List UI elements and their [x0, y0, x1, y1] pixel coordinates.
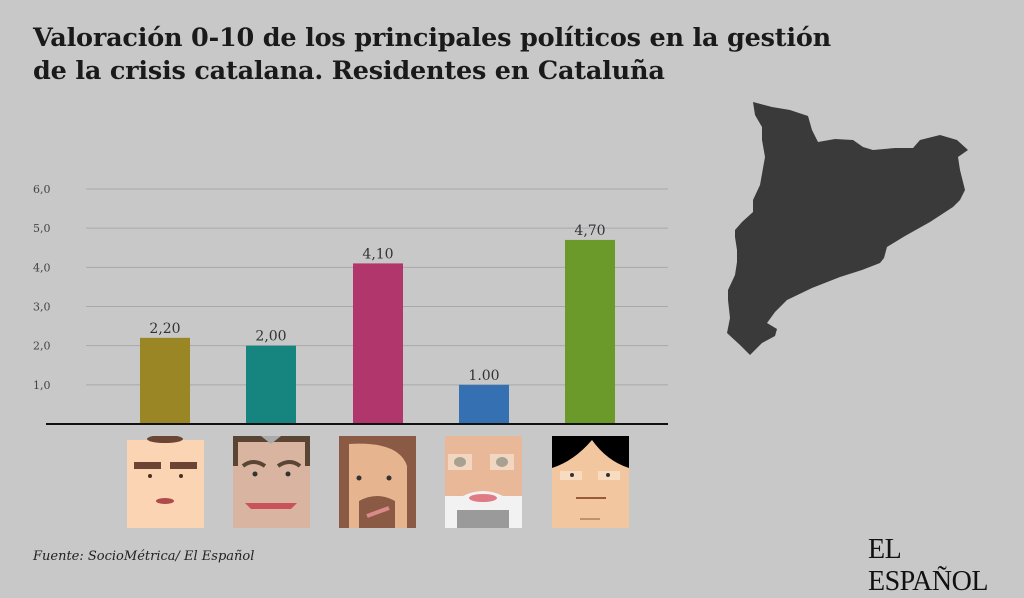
y-tick-label: 1,0 — [33, 379, 51, 392]
y-tick-label: 3,0 — [33, 301, 51, 314]
y-tick-label: 4,0 — [33, 261, 51, 274]
face-icon-4 — [445, 436, 522, 528]
bar — [565, 239, 615, 424]
catalonia-map-icon — [727, 102, 968, 355]
data-label: 4,70 — [574, 223, 605, 239]
source-note: Fuente: SocioMétrica/ El Español — [33, 549, 255, 564]
face-icon-1 — [127, 436, 204, 528]
chart-title: Valoración 0-10 de los principales polít… — [33, 22, 831, 88]
face-icon-5 — [552, 436, 629, 528]
bar — [246, 345, 296, 424]
data-label: 1.00 — [468, 368, 499, 384]
data-label: 2,20 — [149, 321, 180, 337]
y-tick-label: 5,0 — [33, 222, 51, 235]
title-line-1: Valoración 0-10 de los principales polít… — [33, 23, 832, 53]
data-label: 2,00 — [255, 329, 286, 345]
y-tick-label: 2,0 — [33, 340, 51, 353]
face-icon-2 — [233, 436, 310, 528]
y-tick-label: 6,0 — [33, 183, 51, 196]
face-icon-3 — [339, 436, 416, 528]
bar — [140, 337, 190, 424]
bar — [353, 263, 403, 424]
bar-chart: 1,0 2,0 3,0 4,0 5,0 6,0 2,20 2,00 4,10 1.00 4,70 — [33, 183, 668, 425]
title-line-2: de la crisis catalana. Residentes en Cat… — [33, 56, 665, 86]
el-espanol-logo: EL ESPAÑOL — [868, 534, 988, 597]
bar — [459, 384, 509, 424]
data-label: 4,10 — [362, 246, 393, 262]
